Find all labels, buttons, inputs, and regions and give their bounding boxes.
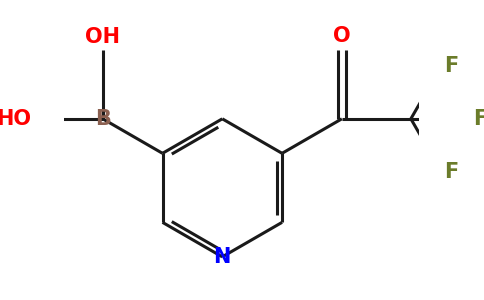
- Text: F: F: [444, 56, 458, 76]
- Text: F: F: [473, 109, 484, 129]
- Text: HO: HO: [0, 109, 31, 129]
- Text: F: F: [444, 161, 458, 182]
- Text: N: N: [213, 247, 231, 267]
- Text: OH: OH: [85, 27, 120, 47]
- Text: O: O: [333, 26, 350, 46]
- Text: B: B: [95, 109, 111, 129]
